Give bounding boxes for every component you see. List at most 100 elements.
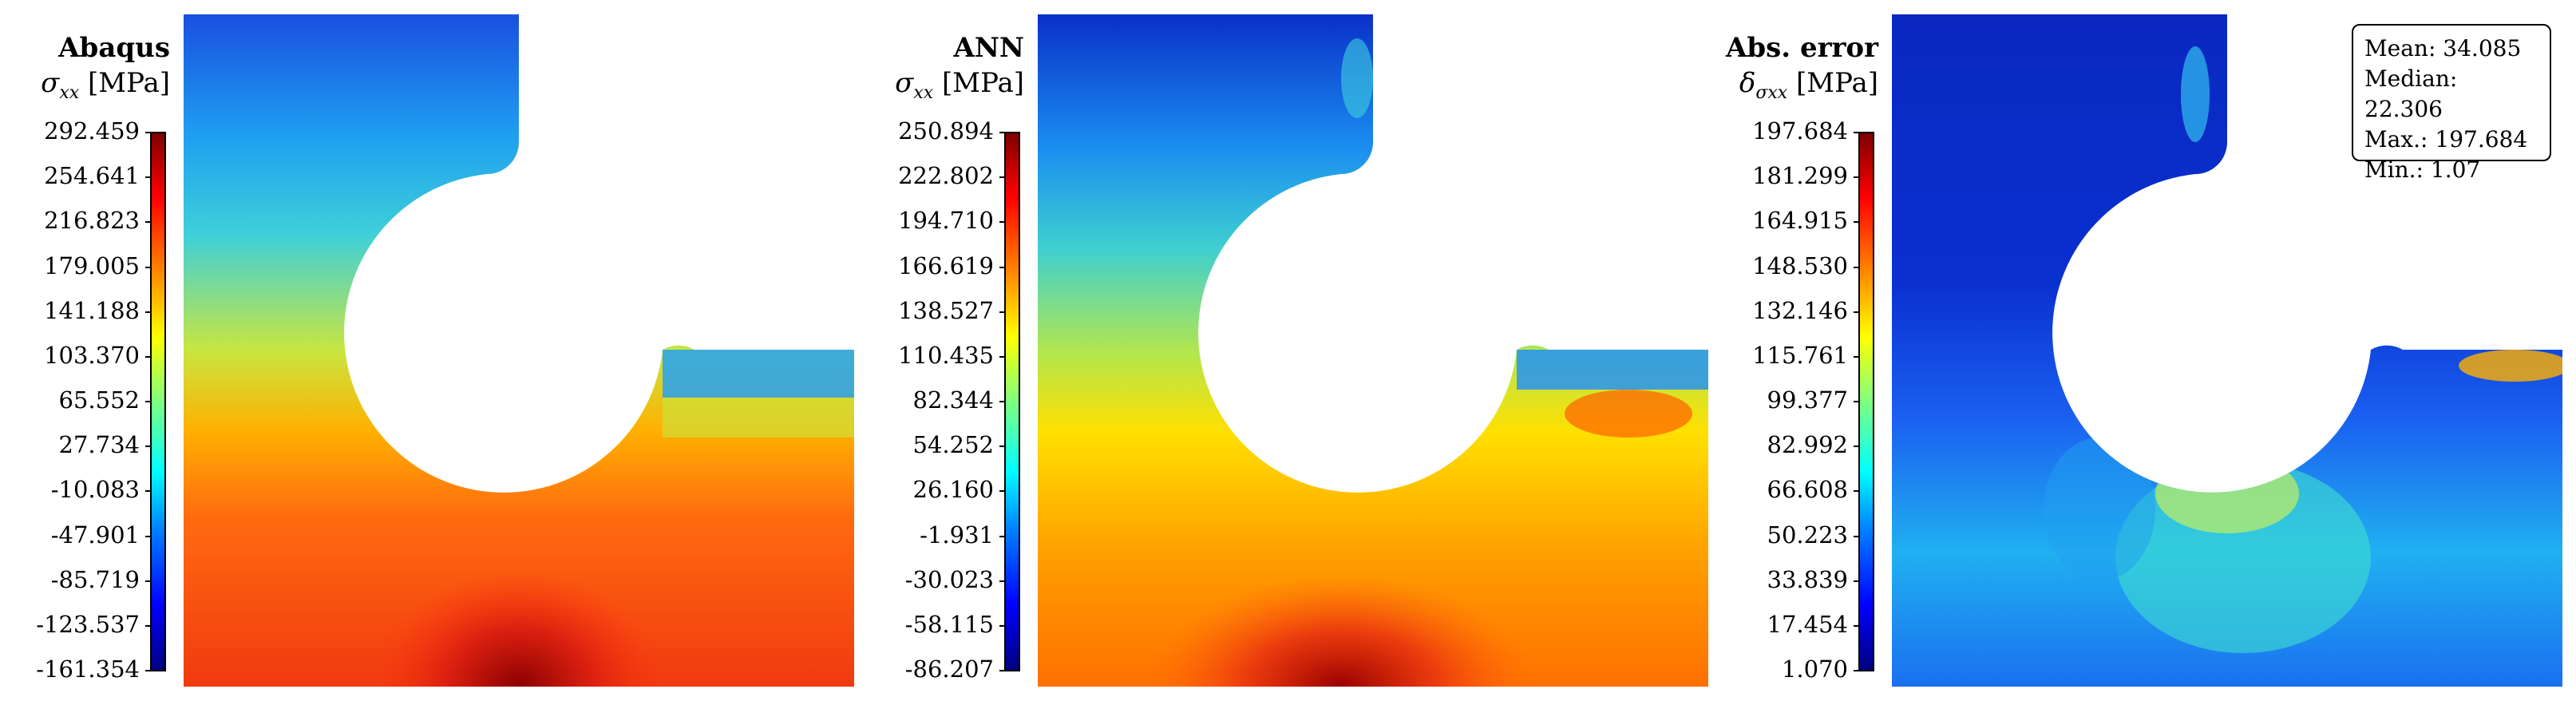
colorbar-tick-label: 65.552 (58, 386, 140, 414)
panel-title: Abs. error (1725, 32, 1878, 64)
colorbar (1004, 132, 1020, 671)
colorbar-tick-label: -85.719 (50, 565, 140, 593)
colorbar-tick-label: -47.901 (50, 521, 140, 549)
colorbar-tick-mark (999, 221, 1006, 224)
colorbar-tick-label: 66.608 (1767, 476, 1848, 504)
colorbar-tick-mark (999, 446, 1006, 448)
colorbar-tick-label: 110.435 (898, 341, 994, 369)
colorbar-tick-mark (1854, 490, 1860, 493)
colorbar-tick-mark (145, 670, 152, 671)
colorbar-tick-label: 138.527 (898, 296, 994, 324)
colorbar-tick-mark (145, 221, 152, 224)
quantity-label: σxx [MPa] (41, 67, 170, 103)
colorbar-tick-label: 179.005 (44, 251, 140, 279)
colorbar-tick-mark (1854, 670, 1860, 671)
error-field-plot (1892, 14, 2562, 687)
colorbar-tick-label: 166.619 (898, 251, 994, 279)
colorbar-tick-label: 103.370 (44, 341, 140, 369)
quantity-label: δσxx [MPa] (1739, 67, 1878, 103)
stress-field-plot (184, 14, 854, 687)
stat-median: Median: 22.306 (2364, 65, 2458, 122)
colorbar-tick-label: 17.454 (1767, 610, 1848, 638)
colorbar-tick-label: 292.459 (44, 117, 140, 145)
colorbar-tick-mark (1854, 266, 1860, 268)
colorbar-tick-mark (999, 624, 1006, 627)
colorbar-tick-mark (145, 580, 152, 582)
colorbar-tick-mark (999, 490, 1006, 493)
colorbar-tick-mark (1854, 535, 1860, 537)
colorbar-tick-mark (1854, 132, 1860, 133)
colorbar-tick-mark (1854, 355, 1860, 358)
colorbar-tick-mark (1854, 401, 1860, 402)
panel-title: Abaqus (58, 32, 170, 64)
stat-min: Min.: 1.07 (2364, 156, 2481, 183)
colorbar-tick-label: 99.377 (1767, 386, 1848, 414)
colorbar (1858, 132, 1874, 671)
colorbar-tick-label: -30.023 (904, 565, 994, 593)
colorbar-tick-mark (145, 624, 152, 627)
colorbar-tick-label: -123.537 (36, 610, 140, 638)
panel-abaqus: Abaqus σxx [MPa] 292.459 254.641 216.823 17… (0, 0, 854, 701)
colorbar-tick-mark (999, 355, 1006, 358)
colorbar-tick-mark (999, 311, 1006, 313)
colorbar-tick-label: -1.931 (920, 521, 994, 549)
colorbar-tick-mark (999, 535, 1006, 537)
colorbar-tick-label: 148.530 (1752, 251, 1848, 279)
colorbar-tick-mark (1854, 221, 1860, 224)
colorbar-tick-label: 50.223 (1767, 521, 1848, 549)
colorbar-tick-label: 250.894 (898, 117, 994, 145)
panel-abs-error: Abs. error δσxx [MPa] 197.684 181.299 164.… (1708, 0, 2562, 701)
colorbar-tick-mark (1854, 580, 1860, 582)
colorbar-tick-mark (145, 311, 152, 313)
stat-max: Max.: 197.684 (2364, 126, 2528, 152)
quantity-symbol: σ (895, 67, 914, 99)
unit-label: [MPa] (88, 67, 170, 99)
colorbar-tick-mark (999, 176, 1006, 179)
colorbar-tick-mark (145, 490, 152, 493)
colorbar-tick-mark (999, 132, 1006, 133)
colorbar-tick-label: 82.344 (912, 386, 994, 414)
colorbar-tick-mark (1854, 446, 1860, 448)
quantity-symbol: σ (41, 67, 60, 99)
quantity-subscript: xx (59, 82, 80, 103)
quantity-subscript: σxx (1755, 82, 1788, 103)
colorbar-tick-mark (999, 670, 1006, 671)
unit-label: [MPa] (1796, 67, 1878, 99)
colorbar-tick-label: 33.839 (1767, 565, 1848, 593)
colorbar-tick-mark (145, 355, 152, 358)
colorbar-tick-mark (1854, 624, 1860, 627)
colorbar-tick-mark (1854, 311, 1860, 313)
colorbar-tick-label: 115.761 (1752, 341, 1848, 369)
colorbar-tick-mark (999, 580, 1006, 582)
colorbar-tick-label: 216.823 (44, 207, 140, 235)
colorbar (150, 132, 166, 671)
colorbar-tick-mark (145, 446, 152, 448)
colorbar-tick-label: -161.354 (36, 655, 140, 683)
colorbar-tick-label: 132.146 (1752, 296, 1848, 324)
quantity-subscript: xx (913, 82, 934, 103)
colorbar-tick-label: 82.992 (1767, 431, 1848, 459)
colorbar-tick-label: 1.070 (1781, 655, 1848, 683)
colorbar-tick-label: 222.802 (898, 162, 994, 190)
colorbar-tick-mark (145, 132, 152, 133)
stat-mean: Mean: 34.085 (2364, 35, 2522, 61)
unit-label: [MPa] (942, 67, 1024, 99)
colorbar-tick-mark (999, 266, 1006, 268)
colorbar-tick-mark (145, 535, 152, 537)
colorbar-tick-mark (999, 401, 1006, 402)
colorbar-tick-label: -86.207 (904, 655, 994, 683)
quantity-symbol: δ (1739, 67, 1756, 99)
panel-ann: ANN σxx [MPa] 250.894 222.802 194.710 166.6… (854, 0, 1708, 701)
colorbar-tick-mark (1854, 176, 1860, 179)
colorbar-tick-label: -10.083 (50, 476, 140, 504)
stress-field-plot (1038, 14, 1708, 687)
colorbar-tick-mark (145, 266, 152, 268)
colorbar-tick-label: 197.684 (1752, 117, 1848, 145)
colorbar-tick-label: 26.160 (912, 476, 994, 504)
colorbar-tick-label: 141.188 (44, 296, 140, 324)
colorbar-tick-label: 194.710 (898, 207, 994, 235)
colorbar-tick-label: 254.641 (44, 162, 140, 190)
colorbar-tick-mark (145, 176, 152, 179)
colorbar-tick-label: 181.299 (1752, 162, 1848, 190)
quantity-label: σxx [MPa] (895, 67, 1024, 103)
